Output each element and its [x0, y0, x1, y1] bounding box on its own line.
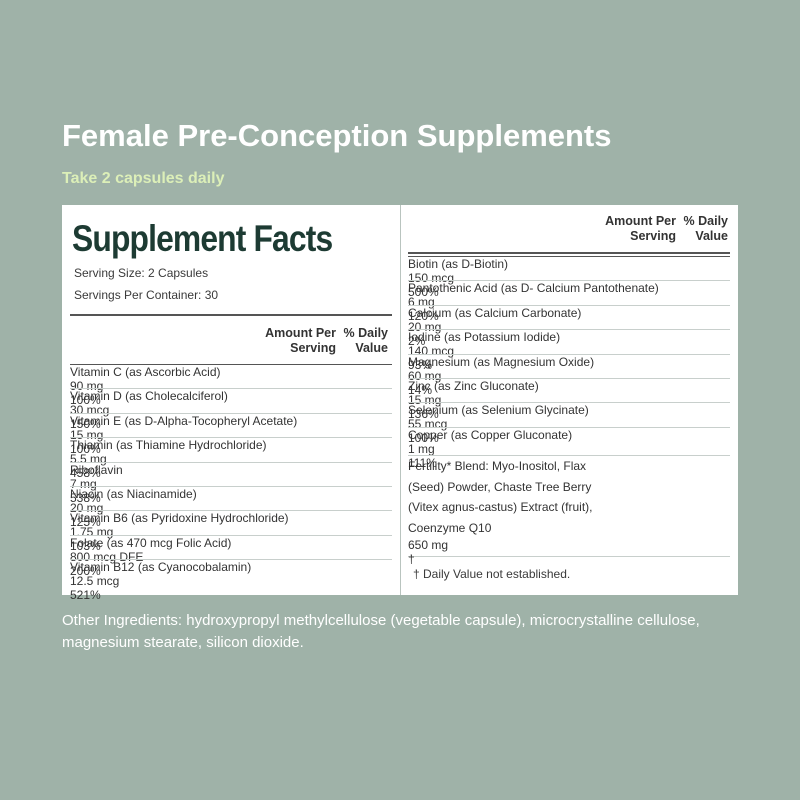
nutrient-name: Selenium (as Selenium Glycinate)	[408, 403, 589, 418]
nutrient-row: Vitamin B6 (as Pyridoxine Hydrochloride)…	[70, 510, 392, 553]
divider	[400, 205, 401, 595]
nutrient-name: Pantothenic Acid (as D- Calcium Pantothe…	[408, 281, 659, 296]
amount: 30 mcg	[70, 403, 110, 418]
daily-value: 136%	[408, 407, 439, 421]
other-ingredients: Other Ingredients: hydroxypropyl methylc…	[62, 612, 700, 651]
nutrient-name: Thiamin (as Thiamine Hydrochloride)	[70, 438, 267, 453]
nutrient-name: Vitamin D (as Cholecalciferol)	[70, 389, 228, 404]
header-amount: Amount Per Serving	[265, 326, 336, 355]
amount: 90 mg	[70, 379, 104, 393]
nutrient-name: Vitamin E (as D-Alpha-Tocopheryl Acetate…	[70, 413, 298, 428]
daily-value: 125%	[70, 515, 101, 529]
daily-value: 120%	[408, 309, 439, 324]
nutrient-name: Calcium (as Calcium Carbonate)	[408, 305, 582, 320]
nutrient-name: Folate (as 470 mcg Folic Acid)	[70, 535, 232, 550]
nutrient-name: Vitamin B12 (as Cyanocobalamin)	[70, 560, 252, 575]
daily-value: †	[408, 552, 415, 566]
nutrient-row: Niacin (as Niacinamide) 20 mg 125%	[70, 486, 392, 529]
amount: 150 mcg	[408, 271, 455, 285]
nutrient-name: Biotin (as D-Biotin)	[408, 257, 509, 271]
daily-value: 100%	[70, 393, 101, 407]
nutrient-name: Niacin (as Niacinamide)	[70, 487, 197, 501]
nutrient-row: Vitamin C (as Ascorbic Acid) 90 mg 100%	[70, 364, 392, 407]
header-amount: Amount Per Serving	[605, 214, 676, 243]
nutrient-row: Copper (as Copper Gluconate) 1 mg 111%	[408, 426, 730, 470]
nutrient-name: Magnesium (as Magnesium Oxide)	[408, 354, 595, 369]
subtitle: Take 2 capsules daily	[62, 170, 225, 187]
nutrient-row: Calcium (as Calcium Carbonate) 20 mg 2%	[408, 304, 730, 348]
amount: 60 mg	[408, 368, 442, 383]
amount: 1 mg	[408, 441, 435, 456]
amount: 7 mg	[70, 476, 97, 491]
rule	[408, 252, 730, 254]
nutrient-name: Zinc (as Zinc Gluconate)	[408, 379, 539, 393]
daily-value: 14%	[408, 382, 433, 397]
daily-value: 200%	[70, 563, 101, 578]
daily-value: 100%	[70, 441, 101, 456]
amount: 1.75 mg	[70, 525, 114, 540]
nutrient-name: Copper (as Copper Gluconate)	[408, 427, 573, 442]
daily-value: 93%	[408, 358, 433, 373]
amount: 6 mg	[408, 295, 435, 310]
nutrient-row: Zinc (as Zinc Gluconate) 15 mg 136%	[408, 378, 730, 421]
amount: 800 mcg DFE	[70, 549, 144, 564]
nutrient-name: Iodine (as Potassium Iodide)	[408, 330, 561, 345]
blend-name: Fertility* Blend: Myo-Inositol, Flax (Se…	[408, 459, 593, 535]
header-dv: % Daily Value	[683, 214, 728, 243]
nutrient-row: Riboflavin 7 mg 538%	[70, 461, 392, 505]
amount: 20 mg	[408, 319, 442, 334]
daily-value: 100%	[408, 431, 439, 446]
nutrient-name: Vitamin C (as Ascorbic Acid)	[70, 365, 221, 379]
nutrient-row: Magnesium (as Magnesium Oxide) 60 mg 14%	[408, 353, 730, 397]
header-dv: % Daily Value	[343, 326, 388, 355]
rule	[70, 314, 392, 316]
amount: 15 mg	[70, 427, 104, 442]
daily-value: 500%	[408, 285, 439, 299]
amount: 5.5 mg	[70, 452, 107, 467]
amount: 15 mg	[408, 393, 442, 407]
nutrient-row: Biotin (as D-Biotin) 150 mcg 500%	[408, 256, 730, 299]
blend-row: Fertility* Blend: Myo-Inositol, Flax (Se…	[408, 455, 730, 566]
servings-per-container: Servings Per Container: 30	[74, 288, 219, 302]
nutrient-name: Vitamin B6 (as Pyridoxine Hydrochloride)	[70, 511, 289, 526]
title: Female Pre-Conception Supplements	[62, 118, 612, 153]
daily-value: 150%	[70, 417, 101, 432]
serving-size: Serving Size: 2 Capsules	[74, 266, 209, 280]
daily-value: 458%	[70, 466, 101, 481]
nutrient-row: Thiamin (as Thiamine Hydrochloride) 5.5 m…	[70, 437, 392, 480]
nutrient-row: Vitamin B12 (as Cyanocobalamin) 12.5 mcg 5…	[70, 559, 392, 602]
amount: 140 mcg	[408, 344, 455, 359]
amount: 12.5 mcg	[70, 574, 120, 589]
amount: 20 mg	[70, 501, 104, 515]
nutrient-row: Folate (as 470 mcg Folic Acid) 800 mcg DF…	[70, 534, 392, 578]
daily-value: 111%	[408, 455, 437, 470]
nutrient-row: Selenium (as Selenium Glycinate) 55 mcg 10…	[408, 402, 730, 445]
daily-value: 2%	[408, 333, 426, 348]
daily-value: 103%	[70, 539, 101, 554]
amount: 650 mg	[408, 538, 449, 552]
nutrient-row: Iodine (as Potassium Iodide) 140 mcg 93%	[408, 329, 730, 372]
nutrient-row: Pantothenic Acid (as D- Calcium Pantothe…	[408, 280, 730, 323]
nutrient-row: Vitamin E (as D-Alpha-Tocopheryl Acetate…	[70, 412, 392, 456]
amount: 55 mcg	[408, 417, 448, 432]
daily-value: 538%	[70, 490, 101, 505]
facts-title: Supplement Facts	[72, 218, 333, 259]
nutrient-row: Vitamin D (as Cholecalciferol) 30 mcg 150%	[70, 388, 392, 431]
daily-value: 521%	[70, 588, 101, 603]
footnote: † Daily Value not established.	[413, 567, 571, 581]
nutrient-name: Riboflavin	[70, 462, 123, 477]
